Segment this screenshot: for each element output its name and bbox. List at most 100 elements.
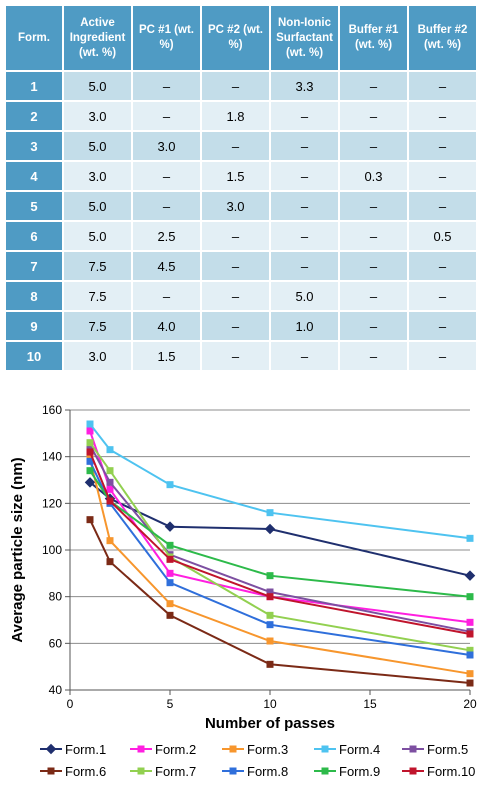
- table-row: 2 3.0–1.8– – –: [6, 102, 476, 130]
- series-form-1: [84, 477, 476, 581]
- data-point: [466, 618, 474, 626]
- series-line: [89, 423, 471, 540]
- data-point: [86, 427, 94, 435]
- legend-label: Form.7: [155, 764, 196, 779]
- series-line: [89, 458, 471, 675]
- table-cell-form-number: 4: [6, 162, 62, 190]
- legend-swatch-marker: [409, 767, 417, 775]
- table-cell-form-number: 5: [6, 192, 62, 220]
- data-point: [166, 569, 174, 577]
- data-point: [86, 457, 94, 465]
- table-cell: –: [271, 252, 338, 280]
- formulation-table-wrapper: Form. Active Ingredient (wt. %) PC #1 (w…: [4, 4, 478, 372]
- header-form: Form.: [6, 6, 62, 70]
- data-point: [466, 670, 474, 678]
- table-body: 1 5.0– –3.3– –2 3.0–1.8– – –3 5.0 3.0– – – –4 3.0–1.…: [6, 72, 476, 370]
- table-cell: 7.5: [64, 312, 131, 340]
- header-buffer1: Buffer #1 (wt. %): [340, 6, 407, 70]
- x-axis-title: Number of passes: [205, 715, 335, 732]
- table-cell: –: [133, 192, 200, 220]
- table-cell: 0.5: [409, 222, 476, 250]
- legend-label: Form.6: [65, 764, 106, 779]
- data-point: [106, 537, 114, 545]
- series-line: [89, 442, 471, 652]
- table-cell: 5.0: [64, 72, 131, 100]
- header-nonionic-surfactant: Non-Ionic Surfactant (wt. %): [271, 6, 338, 70]
- table-cell: 5.0: [64, 222, 131, 250]
- legend-item: Form.3: [222, 742, 288, 757]
- series-form-10: [86, 448, 474, 638]
- table-cell: –: [409, 162, 476, 190]
- table-cell: –: [271, 222, 338, 250]
- data-point: [164, 521, 176, 532]
- series-line: [89, 519, 471, 684]
- table-cell: 2.5: [133, 222, 200, 250]
- table-cell: –: [409, 312, 476, 340]
- data-point: [466, 630, 474, 638]
- table-cell: –: [409, 252, 476, 280]
- legend-swatch-marker: [137, 745, 145, 753]
- table-cell: –: [409, 282, 476, 310]
- data-point: [106, 446, 114, 454]
- data-point: [106, 485, 114, 493]
- y-tick-label: 60: [49, 636, 63, 650]
- table-cell: –: [409, 132, 476, 160]
- data-point: [166, 600, 174, 608]
- table-header-row: Form. Active Ingredient (wt. %) PC #1 (w…: [6, 6, 476, 70]
- legend-item: Form.5: [402, 742, 468, 757]
- legend-item: Form.1: [40, 742, 106, 757]
- table-cell: 0.3: [340, 162, 407, 190]
- table-cell: –: [202, 282, 269, 310]
- legend-item: Form.9: [314, 764, 380, 779]
- table-cell: 5.0: [64, 192, 131, 220]
- table-row: 9 7.5 4.0–1.0– –: [6, 312, 476, 340]
- legend-swatch-marker: [137, 767, 145, 775]
- header-active-ingredient: Active Ingredient (wt. %): [64, 6, 131, 70]
- data-point: [266, 593, 274, 601]
- data-point: [106, 467, 114, 475]
- table-cell: –: [340, 132, 407, 160]
- table-row: 7 7.5 4.5– – – –: [6, 252, 476, 280]
- table-cell: –: [340, 282, 407, 310]
- data-point: [466, 534, 474, 542]
- table-cell: –: [133, 162, 200, 190]
- data-point: [86, 467, 94, 475]
- table-cell: –: [340, 72, 407, 100]
- table-cell: –: [340, 192, 407, 220]
- table-cell: –: [202, 72, 269, 100]
- particle-size-chart: 40 60 80 100 120 140 160 0 5 10 15 20 Number of pas…: [9, 403, 477, 779]
- x-tick-label: 15: [363, 697, 377, 711]
- legend-label: Form.4: [339, 742, 380, 757]
- table-cell-form-number: 9: [6, 312, 62, 340]
- legend-swatch-marker: [229, 767, 237, 775]
- x-tick-label: 5: [167, 697, 174, 711]
- data-point: [106, 558, 114, 566]
- data-point: [86, 448, 94, 456]
- legend-item: Form.7: [130, 764, 196, 779]
- data-point: [166, 579, 174, 587]
- table-cell-form-number: 10: [6, 342, 62, 370]
- table-cell-form-number: 6: [6, 222, 62, 250]
- data-point: [266, 572, 274, 580]
- table-cell: –: [409, 192, 476, 220]
- legend-item: Form.2: [130, 742, 196, 757]
- table-cell-form-number: 2: [6, 102, 62, 130]
- data-point: [86, 439, 94, 447]
- series-form-8: [86, 457, 474, 659]
- table-cell: 7.5: [64, 252, 131, 280]
- data-point: [264, 523, 276, 535]
- table-cell: 5.0: [271, 282, 338, 310]
- grid-lines: [70, 409, 470, 644]
- table-row: 5 5.0–3.0– – –: [6, 192, 476, 220]
- table-cell: –: [271, 342, 338, 370]
- header-pc2: PC #2 (wt. %): [202, 6, 269, 70]
- table-cell: –: [133, 282, 200, 310]
- y-tick-label: 160: [42, 403, 62, 417]
- table-cell: –: [133, 72, 200, 100]
- series-line: [89, 451, 471, 635]
- table-cell: –: [409, 102, 476, 130]
- axes: 40 60 80 100 120 140 160 0 5 10 15 20: [42, 403, 477, 711]
- table-cell: –: [202, 342, 269, 370]
- header-pc1: PC #1 (wt. %): [133, 6, 200, 70]
- table-cell: –: [133, 102, 200, 130]
